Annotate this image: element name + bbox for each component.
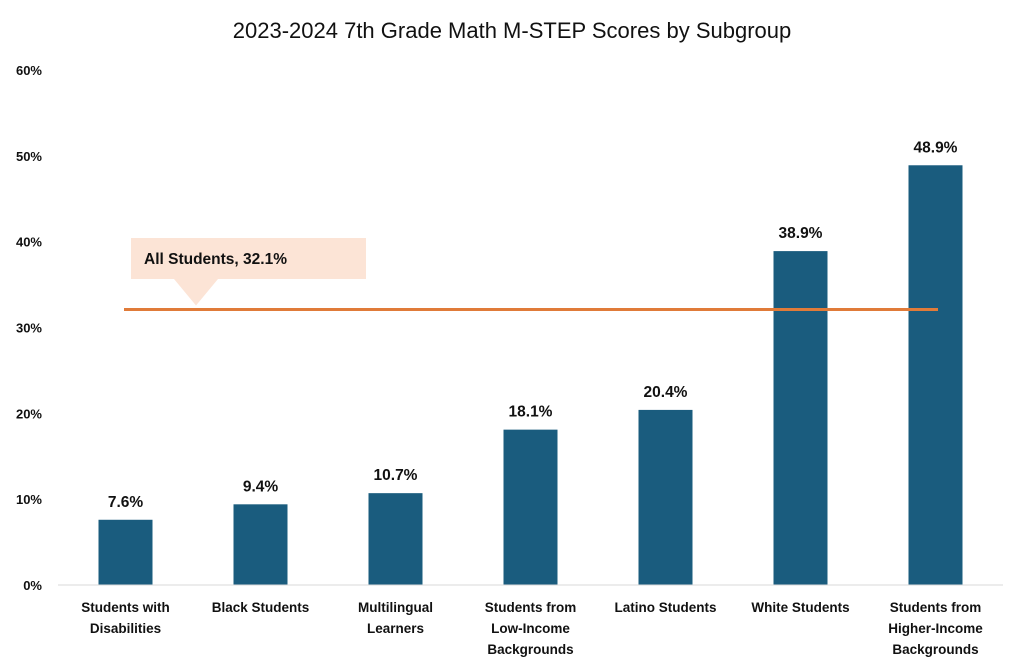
x-tick-label-line: Students from xyxy=(485,600,577,615)
x-tick-label: White Students xyxy=(751,600,849,615)
data-label: 10.7% xyxy=(374,467,418,484)
bar xyxy=(773,251,828,585)
reference-label: All Students, 32.1% xyxy=(144,251,287,268)
data-label: 7.6% xyxy=(108,494,144,511)
y-tick-label: 50% xyxy=(16,149,42,164)
x-tick-label-line: Backgrounds xyxy=(892,642,978,657)
bar xyxy=(368,493,423,585)
bar xyxy=(233,504,288,585)
y-tick-label: 10% xyxy=(16,492,42,507)
x-tick-label-line: Disabilities xyxy=(90,621,161,636)
data-labels: 7.6% 9.4% 10.7% 18.1% 20.4% 38.9% 48.9% xyxy=(108,139,958,510)
chart-title: 2023-2024 7th Grade Math M-STEP Scores b… xyxy=(233,18,791,43)
x-tick-label-line: Higher-Income xyxy=(888,621,983,636)
x-tick-label: Latino Students xyxy=(615,600,717,615)
y-tick-label: 60% xyxy=(16,63,42,78)
x-tick-label: Black Students xyxy=(212,600,310,615)
y-tick-label: 40% xyxy=(16,235,42,250)
y-tick-label: 30% xyxy=(16,321,42,336)
y-tick-label: 0% xyxy=(23,578,42,593)
x-tick-label: Students from Low-Income Backgrounds xyxy=(485,600,577,657)
x-tick-label-line: Black Students xyxy=(212,600,310,615)
bar xyxy=(503,429,558,585)
y-tick-label: 20% xyxy=(16,406,42,421)
y-axis: 0% 10% 20% 30% 40% 50% 60% xyxy=(16,63,42,593)
data-label: 18.1% xyxy=(509,404,553,421)
x-tick-label: Students with Disabilities xyxy=(81,600,170,636)
bar xyxy=(98,519,153,585)
x-tick-label: Multilingual Learners xyxy=(358,600,433,636)
x-tick-label-line: White Students xyxy=(751,600,849,615)
data-label: 48.9% xyxy=(914,139,958,156)
bar xyxy=(908,165,963,585)
x-axis: Students with Disabilities Black Students M… xyxy=(58,584,1003,657)
x-tick-label-line: Backgrounds xyxy=(487,642,573,657)
reference-line-group: All Students, 32.1% xyxy=(124,238,938,311)
bar xyxy=(638,409,693,585)
bars xyxy=(98,165,963,585)
x-tick-label-line: Latino Students xyxy=(615,600,717,615)
x-tick-label: Students from Higher-Income Backgrounds xyxy=(888,600,983,657)
x-tick-label-line: Students from xyxy=(890,600,982,615)
reference-callout xyxy=(131,238,366,306)
x-tick-label-line: Students with xyxy=(81,600,170,615)
x-tick-label-line: Multilingual xyxy=(358,600,433,615)
x-tick-label-line: Learners xyxy=(367,621,424,636)
data-label: 20.4% xyxy=(644,384,688,401)
x-tick-label-line: Low-Income xyxy=(491,621,570,636)
data-label: 38.9% xyxy=(779,225,823,242)
data-label: 9.4% xyxy=(243,478,279,495)
